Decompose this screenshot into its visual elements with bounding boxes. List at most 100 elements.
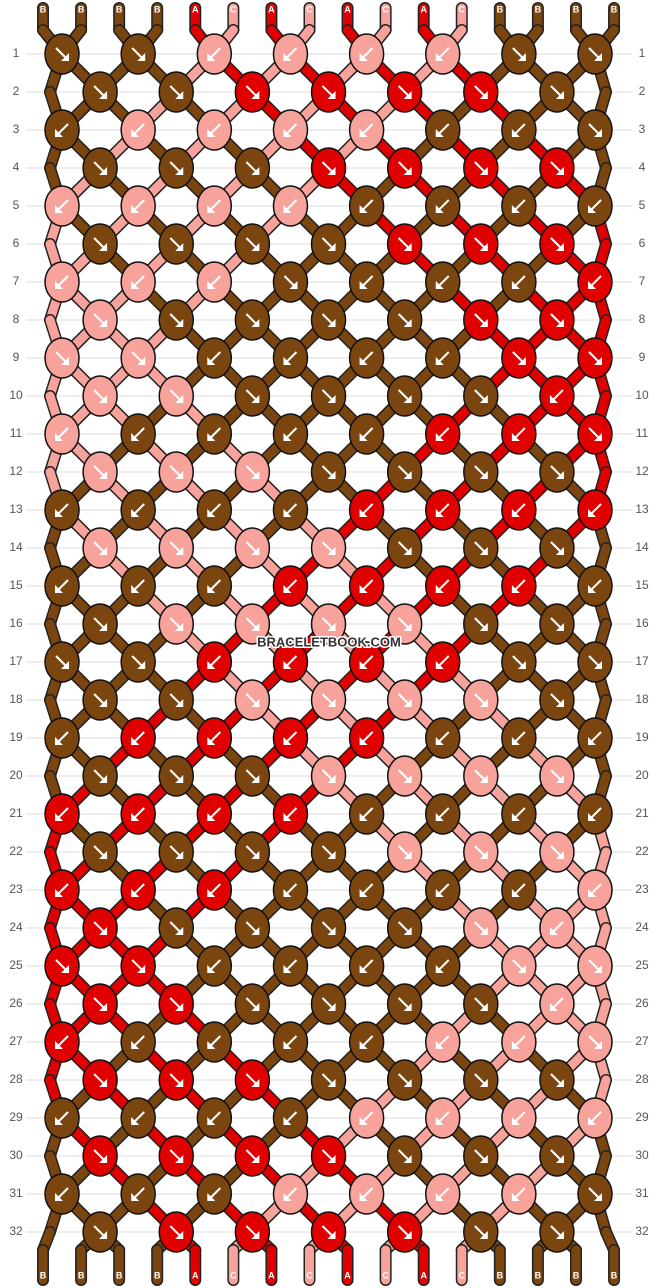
watermark: BRACELETBOOK.COM [257,634,401,649]
knot-arrowhead [359,585,368,593]
knot-arrowhead [55,1117,64,1125]
knot-arrowhead [594,357,603,365]
row-number: 32 [9,1224,23,1238]
knot-arrowhead [131,737,140,745]
string-label: C [382,4,389,14]
knot-arrowhead [588,205,597,213]
knot-arrowhead [61,53,70,61]
knot-arrowhead [511,1041,520,1049]
row-number: 27 [9,1034,23,1048]
knot-arrowhead [131,889,140,897]
knot-arrowhead [435,1117,444,1125]
knot-arrowhead [403,699,412,707]
knot-arrowhead [175,1003,184,1011]
knot-arrowhead [131,509,140,517]
string-label: A [344,1270,351,1280]
row-number: 13 [9,502,23,516]
knot-arrowhead [251,243,260,251]
knot-arrowhead [137,661,146,669]
knot-arrowhead [283,813,292,821]
row-number: 24 [9,920,23,934]
knot-arrowhead [435,433,444,441]
knot-arrowhead [549,395,558,403]
knot-arrowhead [359,205,368,213]
knot-arrowhead [403,91,412,99]
knot-arrowhead [131,205,140,213]
string-label: B [535,4,542,14]
knot-arrowhead [137,53,146,61]
string-label: B [535,1270,542,1280]
knot-arrowhead [251,91,260,99]
string-label: B [116,4,123,14]
knot-arrowhead [588,281,597,289]
knot-arrowhead [283,53,292,61]
knot-arrowhead [435,357,444,365]
knot-arrowhead [99,167,108,175]
knot-arrowhead [207,433,216,441]
knot-arrowhead [435,661,444,669]
row-number: 20 [9,768,23,782]
row-number: 7 [13,274,20,288]
knot-arrowhead [435,281,444,289]
knot-arrowhead [403,623,412,631]
row-number: 2 [13,84,20,98]
knot-arrowhead [479,851,488,859]
knot-arrowhead [99,547,108,555]
knot-arrowhead [131,129,140,137]
knot-arrowhead [479,623,488,631]
knot-arrowhead [55,1193,64,1201]
knot-arrowhead [588,585,597,593]
knot-arrowhead [588,737,597,745]
knot-arrowhead [479,1003,488,1011]
string-label: C [230,4,237,14]
knot-arrowhead [403,1155,412,1163]
knot-arrowhead [99,851,108,859]
row-number: 9 [13,350,20,364]
knot-arrowhead [175,699,184,707]
knot-arrowhead [175,775,184,783]
knot-arrowhead [588,1117,597,1125]
row-number: 28 [9,1072,23,1086]
knot-arrowhead [479,91,488,99]
knot-arrowhead [251,167,260,175]
knot-arrowhead [479,471,488,479]
knot-arrowhead [555,1155,564,1163]
row-number: 10 [635,388,649,402]
string-label: B [40,4,47,14]
row-number: 17 [635,654,649,668]
knot-arrowhead [327,243,336,251]
knot-arrowhead [99,699,108,707]
knot-arrowhead [99,775,108,783]
row-number: 1 [639,46,646,60]
string-label: A [268,1270,275,1280]
string-label: A [420,1270,427,1280]
string-label: C [306,4,313,14]
knot-arrowhead [175,243,184,251]
knot-arrowhead [283,205,292,213]
row-number: 10 [9,388,23,402]
knot-arrowhead [479,699,488,707]
knot-arrowhead [555,775,564,783]
knot-arrowhead [251,699,260,707]
knot-arrowhead [479,319,488,327]
knot-arrowhead [511,281,520,289]
row-number: 27 [635,1034,649,1048]
knot-arrowhead [359,357,368,365]
string-label: B [154,1270,161,1280]
string-label: B [116,1270,123,1280]
knot-arrowhead [435,1193,444,1201]
knot-arrowhead [327,547,336,555]
knot-arrowhead [283,661,292,669]
knot-arrowhead [327,1231,336,1239]
knot-arrowhead [555,547,564,555]
knot-arrowhead [175,623,184,631]
knot-arrowhead [131,813,140,821]
row-number: 15 [9,578,23,592]
knot-arrowhead [251,851,260,859]
knot-arrowhead [594,1193,603,1201]
knot-arrowhead [251,547,260,555]
string-label: B [154,4,161,14]
knot-arrowhead [207,357,216,365]
knot-arrowhead [403,1079,412,1087]
row-number: 6 [13,236,20,250]
